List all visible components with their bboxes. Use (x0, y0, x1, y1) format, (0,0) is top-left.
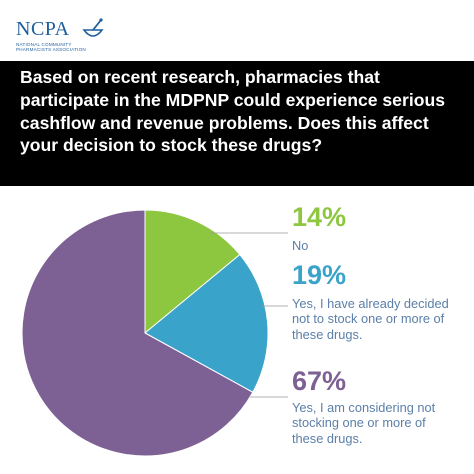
mortar-pestle-icon (82, 18, 104, 37)
ncpa-logo: NCPA NATIONAL COMMUNITY PHARMACISTS ASSO… (16, 18, 116, 58)
pie-chart (21, 209, 288, 457)
pie-slice-considering (21, 209, 254, 457)
chart-title: Based on recent research, pharmacies tha… (20, 67, 445, 156)
logo-subtitle-line1: NATIONAL COMMUNITY (16, 42, 72, 47)
pie-slice-already (144, 253, 269, 393)
slice-label-already: Yes, I have already decided not to stock… (292, 296, 449, 342)
slice-percent-already: 19% (292, 260, 347, 290)
slice-percent-no: 14% (292, 202, 347, 232)
pie-slice-no (144, 209, 241, 335)
slice-label-considering: Yes, I am considering not stocking one o… (292, 400, 436, 446)
question-banner (0, 61, 474, 186)
slice-label-no: No (292, 238, 309, 253)
slice-percent-considering: 67% (292, 366, 347, 396)
logo-wordmark: NCPA (16, 18, 70, 40)
logo-subtitle-line2: PHARMACISTS ASSOCIATION (16, 47, 86, 53)
logo-subtitle: NATIONAL COMMUNITY PHARMACISTS ASSOCIATI… (16, 42, 106, 53)
